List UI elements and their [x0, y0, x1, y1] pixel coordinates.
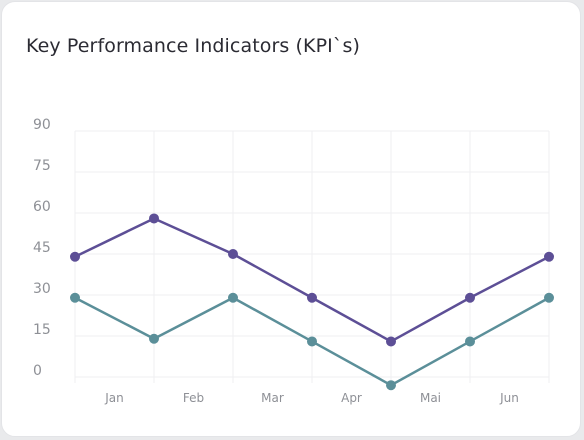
- x-tick-label: Feb: [183, 391, 204, 405]
- x-tick-label: Jan: [104, 391, 124, 405]
- series-2-point[interactable]: [544, 292, 554, 303]
- y-tick-label: 90: [33, 117, 51, 133]
- series-layer: [70, 213, 554, 391]
- series-2-point[interactable]: [465, 336, 475, 347]
- series-1-point[interactable]: [149, 213, 159, 224]
- series-1-point[interactable]: [386, 336, 396, 347]
- x-tick-label: Jun: [499, 391, 519, 405]
- x-axis: Jan Feb Mar Apr Mai Jun: [104, 391, 519, 405]
- series-2-point[interactable]: [70, 292, 80, 303]
- y-tick-label: 45: [33, 240, 51, 256]
- series-2-point[interactable]: [149, 333, 159, 344]
- x-tick-label: Mar: [261, 391, 284, 405]
- y-tick-label: 75: [33, 158, 51, 174]
- y-tick-label: 60: [33, 199, 51, 215]
- series-2-point[interactable]: [307, 336, 317, 347]
- x-tick-label: Apr: [341, 391, 362, 405]
- series-1-point[interactable]: [465, 292, 475, 303]
- series-1-point[interactable]: [228, 249, 238, 259]
- series-2-point[interactable]: [228, 292, 238, 303]
- series-1-point[interactable]: [70, 251, 80, 262]
- series-2-point[interactable]: [386, 380, 396, 391]
- chart-title: Key Performance Indicators (KPI`s): [26, 35, 360, 57]
- x-tick-label: Mai: [420, 391, 441, 405]
- series-1-point[interactable]: [307, 292, 317, 303]
- y-tick-label: 15: [33, 322, 51, 338]
- y-tick-label: 0: [33, 363, 42, 379]
- y-tick-label: 30: [33, 281, 51, 297]
- y-axis: 0 15 30 45 60 75 90: [33, 117, 51, 379]
- series-1-point[interactable]: [544, 251, 554, 262]
